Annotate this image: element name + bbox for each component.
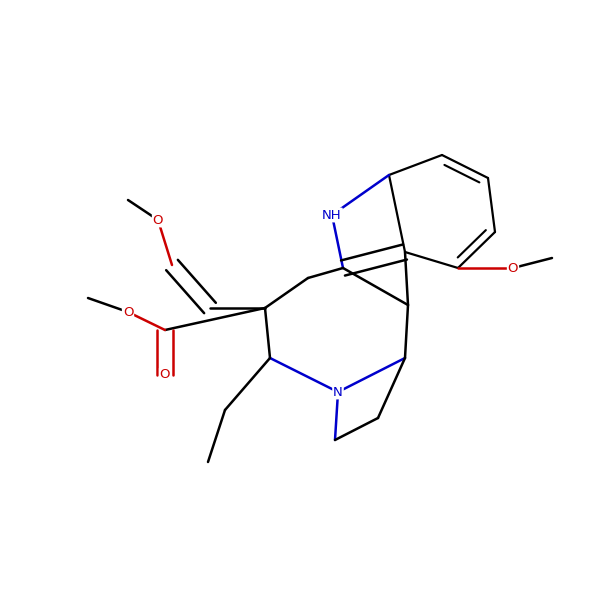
Text: O: O <box>508 262 518 275</box>
Text: O: O <box>160 368 170 382</box>
Text: N: N <box>333 385 343 398</box>
Text: O: O <box>153 214 163 226</box>
Text: NH: NH <box>322 209 342 221</box>
Text: O: O <box>123 305 133 319</box>
